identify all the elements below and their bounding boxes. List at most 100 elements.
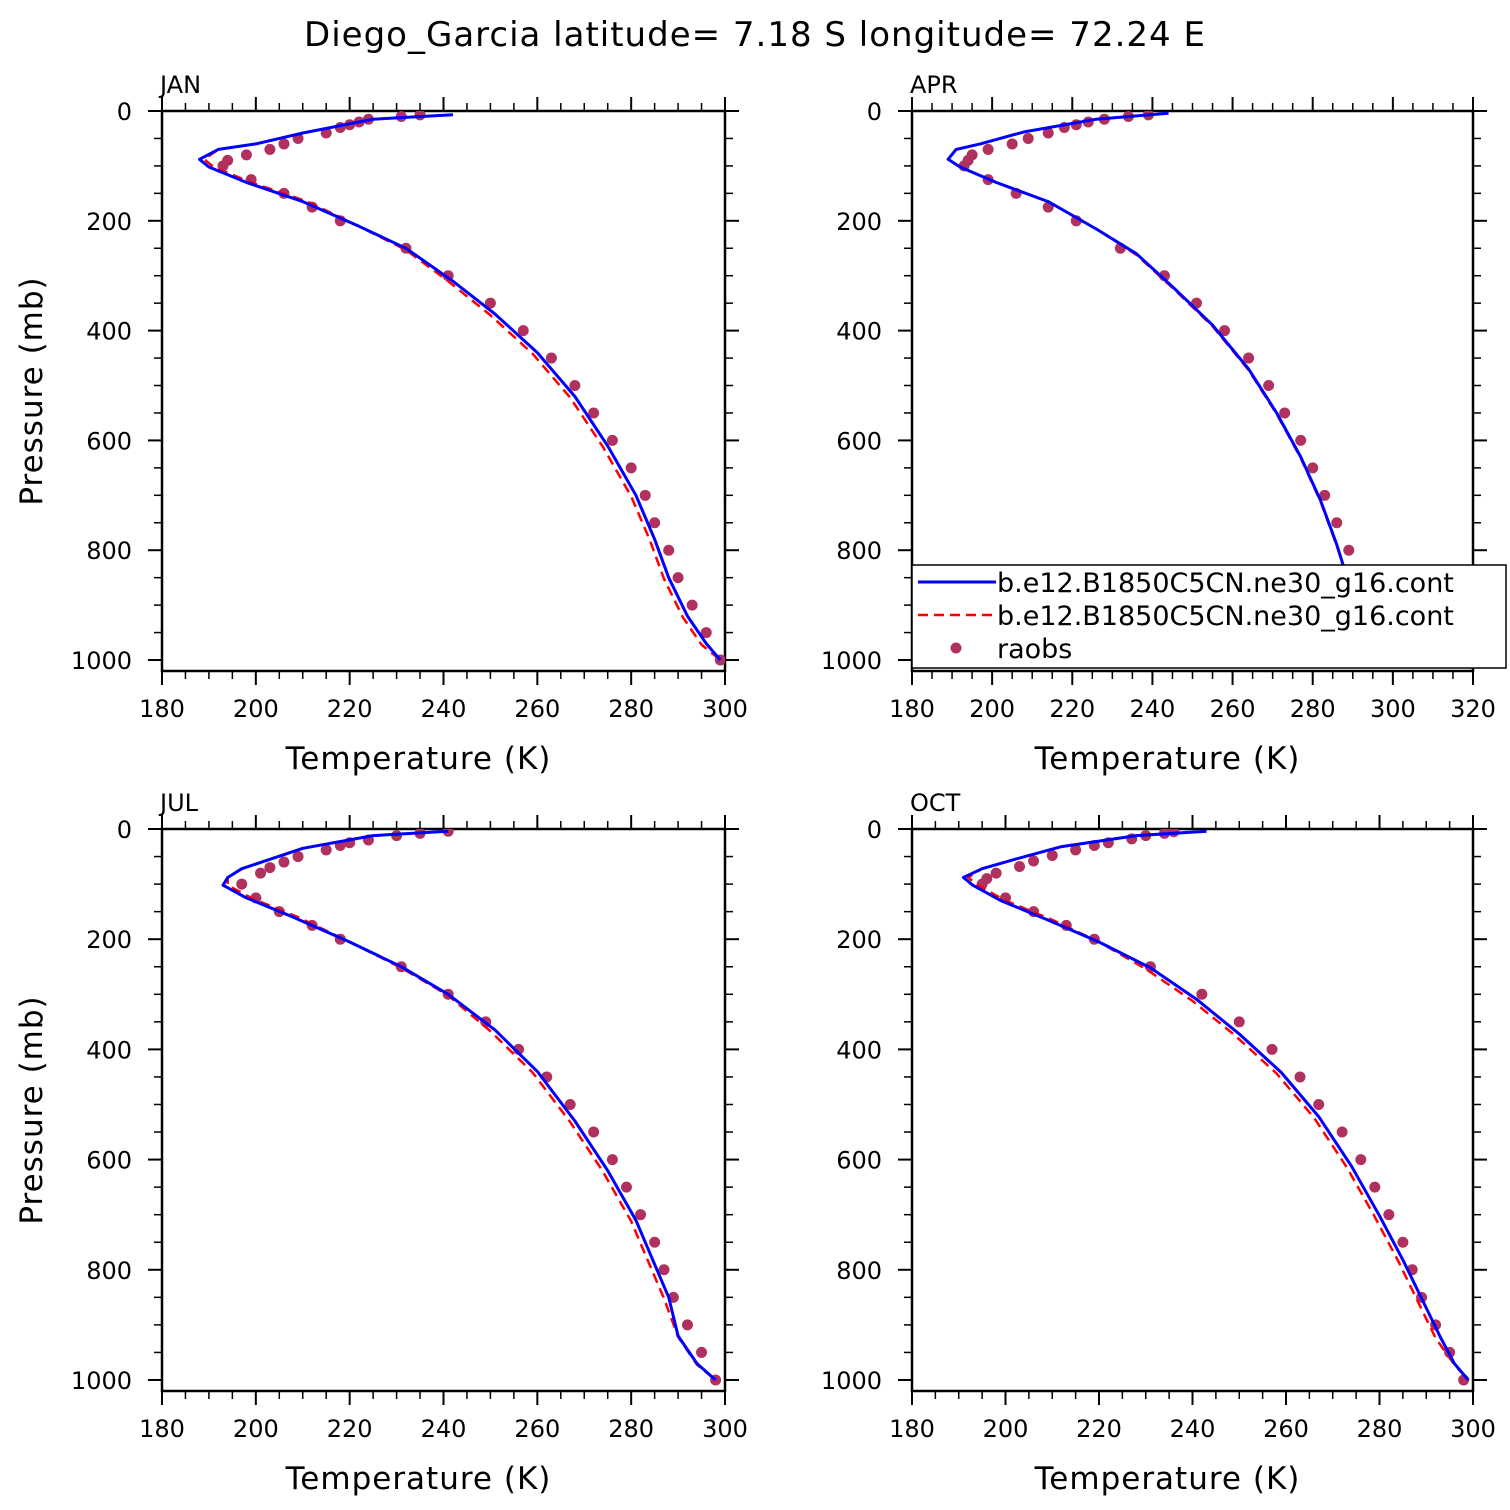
- x-tick-label: 220: [327, 1415, 373, 1443]
- x-tick-label: 300: [702, 695, 748, 723]
- x-tick-label: 260: [1263, 1415, 1309, 1443]
- raobs-point: [700, 627, 712, 639]
- y-axis-label: Pressure (mb): [14, 995, 50, 1224]
- x-tick-label: 220: [1076, 1415, 1122, 1443]
- raobs-point: [588, 407, 600, 419]
- raobs-point: [606, 434, 618, 446]
- x-tick-label: 240: [421, 695, 467, 723]
- y-tick-label: 0: [867, 816, 882, 844]
- plot-area: [961, 829, 1470, 1386]
- panel-jan: 180 200 220 240 260 280 300 0 200 400 600 800 1000 JA…: [14, 71, 748, 777]
- panel-label: JAN: [158, 71, 201, 99]
- raobs-point: [1397, 1236, 1409, 1248]
- x-tick-label: 280: [1357, 1415, 1403, 1443]
- raobs-point: [1014, 860, 1026, 872]
- panel-label: APR: [910, 71, 958, 99]
- x-tick-label: 180: [139, 1415, 185, 1443]
- y-tick-label: 800: [86, 537, 132, 565]
- y-tick-label: 600: [86, 1147, 132, 1175]
- raobs-point: [686, 599, 698, 611]
- x-tick-label: 240: [1130, 695, 1176, 723]
- y-tick-label: 0: [867, 98, 882, 126]
- y-axis-label: Pressure (mb): [14, 276, 50, 505]
- x-tick-label: 180: [889, 1415, 935, 1443]
- model-dashed-line: [966, 829, 1470, 1381]
- raobs-point: [672, 572, 684, 584]
- model-solid-line: [221, 829, 717, 1382]
- raobs-point: [982, 143, 994, 155]
- y-tick-label: 200: [836, 208, 882, 236]
- raobs-point: [1042, 127, 1054, 139]
- raobs-point: [240, 149, 252, 161]
- y-tick-label: 200: [86, 926, 132, 954]
- raobs-point: [1295, 434, 1307, 446]
- raobs-point: [658, 1264, 670, 1276]
- panel-label: JUL: [158, 789, 199, 817]
- raobs-point: [278, 138, 290, 150]
- raobs-point: [264, 862, 276, 874]
- raobs-point: [564, 1098, 576, 1110]
- raobs-point: [1022, 132, 1034, 144]
- panel-apr: 180 200 220 240 260 280 300 320 0 200 400 600 800 100…: [821, 71, 1496, 777]
- model-dashed-line: [202, 113, 722, 661]
- raobs-point: [320, 844, 332, 856]
- panels: 180 200 220 240 260 280 300 0 200 400 600 800 1000 JA…: [14, 71, 1496, 1497]
- y-tick-label: 800: [836, 1257, 882, 1285]
- y-tick-label: 800: [836, 537, 882, 565]
- raobs-point: [1196, 988, 1208, 1000]
- raobs-point: [649, 1236, 661, 1248]
- model-solid-line: [961, 829, 1470, 1381]
- raobs-point: [639, 489, 651, 501]
- raobs-point: [484, 297, 496, 309]
- raobs-point: [1294, 1071, 1306, 1083]
- raobs-point: [649, 517, 661, 529]
- raobs-point: [569, 380, 581, 392]
- y-tick-label: 800: [86, 1257, 132, 1285]
- x-tick-label: 180: [889, 695, 935, 723]
- y-tick-label: 400: [86, 1036, 132, 1064]
- raobs-point: [1266, 1043, 1278, 1055]
- legend: b.e12.B1850C5CN.ne30_g16.contb.e12.B1850…: [911, 564, 1507, 669]
- raobs-point: [1355, 1154, 1367, 1166]
- y-tick-label: 1000: [821, 1367, 882, 1395]
- raobs-point: [1331, 517, 1343, 529]
- raobs-point: [1279, 407, 1291, 419]
- plot-area: [221, 829, 722, 1386]
- raobs-point: [620, 1181, 632, 1193]
- raobs-point: [1028, 855, 1040, 867]
- y-tick-label: 400: [86, 318, 132, 346]
- raobs-point: [681, 1319, 693, 1331]
- model-dashed-line: [226, 829, 717, 1381]
- x-tick-label: 200: [233, 695, 279, 723]
- y-tick-label: 1000: [71, 647, 132, 675]
- panel-label: OCT: [910, 789, 961, 817]
- x-tick-label: 280: [1290, 695, 1336, 723]
- x-tick-label: 220: [327, 695, 373, 723]
- raobs-point: [663, 544, 675, 556]
- x-tick-label: 300: [1370, 695, 1416, 723]
- raobs-point: [1343, 544, 1355, 556]
- raobs-point: [1233, 1016, 1245, 1028]
- raobs-point: [264, 143, 276, 155]
- y-tick-label: 0: [117, 98, 132, 126]
- model-solid-line: [946, 111, 1395, 661]
- y-tick-label: 1000: [821, 647, 882, 675]
- y-tick-label: 200: [836, 926, 882, 954]
- raobs-point: [255, 867, 267, 879]
- raobs-point: [1307, 462, 1319, 474]
- x-tick-label: 220: [1049, 695, 1095, 723]
- plot-frame: [160, 109, 727, 673]
- x-axis-label: Temperature (K): [285, 741, 552, 777]
- raobs-point: [1383, 1209, 1395, 1221]
- x-tick-label: 300: [1450, 1415, 1496, 1443]
- raobs-point: [1313, 1098, 1325, 1110]
- x-tick-label: 180: [139, 695, 185, 723]
- legend-label: raobs: [997, 634, 1072, 665]
- y-tick-label: 600: [86, 427, 132, 455]
- raobs-point: [625, 462, 637, 474]
- raobs-point: [635, 1209, 647, 1221]
- panel-jul: 180 200 220 240 260 280 300 0 200 400 600 800 1000 JU…: [14, 789, 748, 1497]
- raobs-point: [1219, 325, 1231, 337]
- raobs-point: [292, 851, 304, 863]
